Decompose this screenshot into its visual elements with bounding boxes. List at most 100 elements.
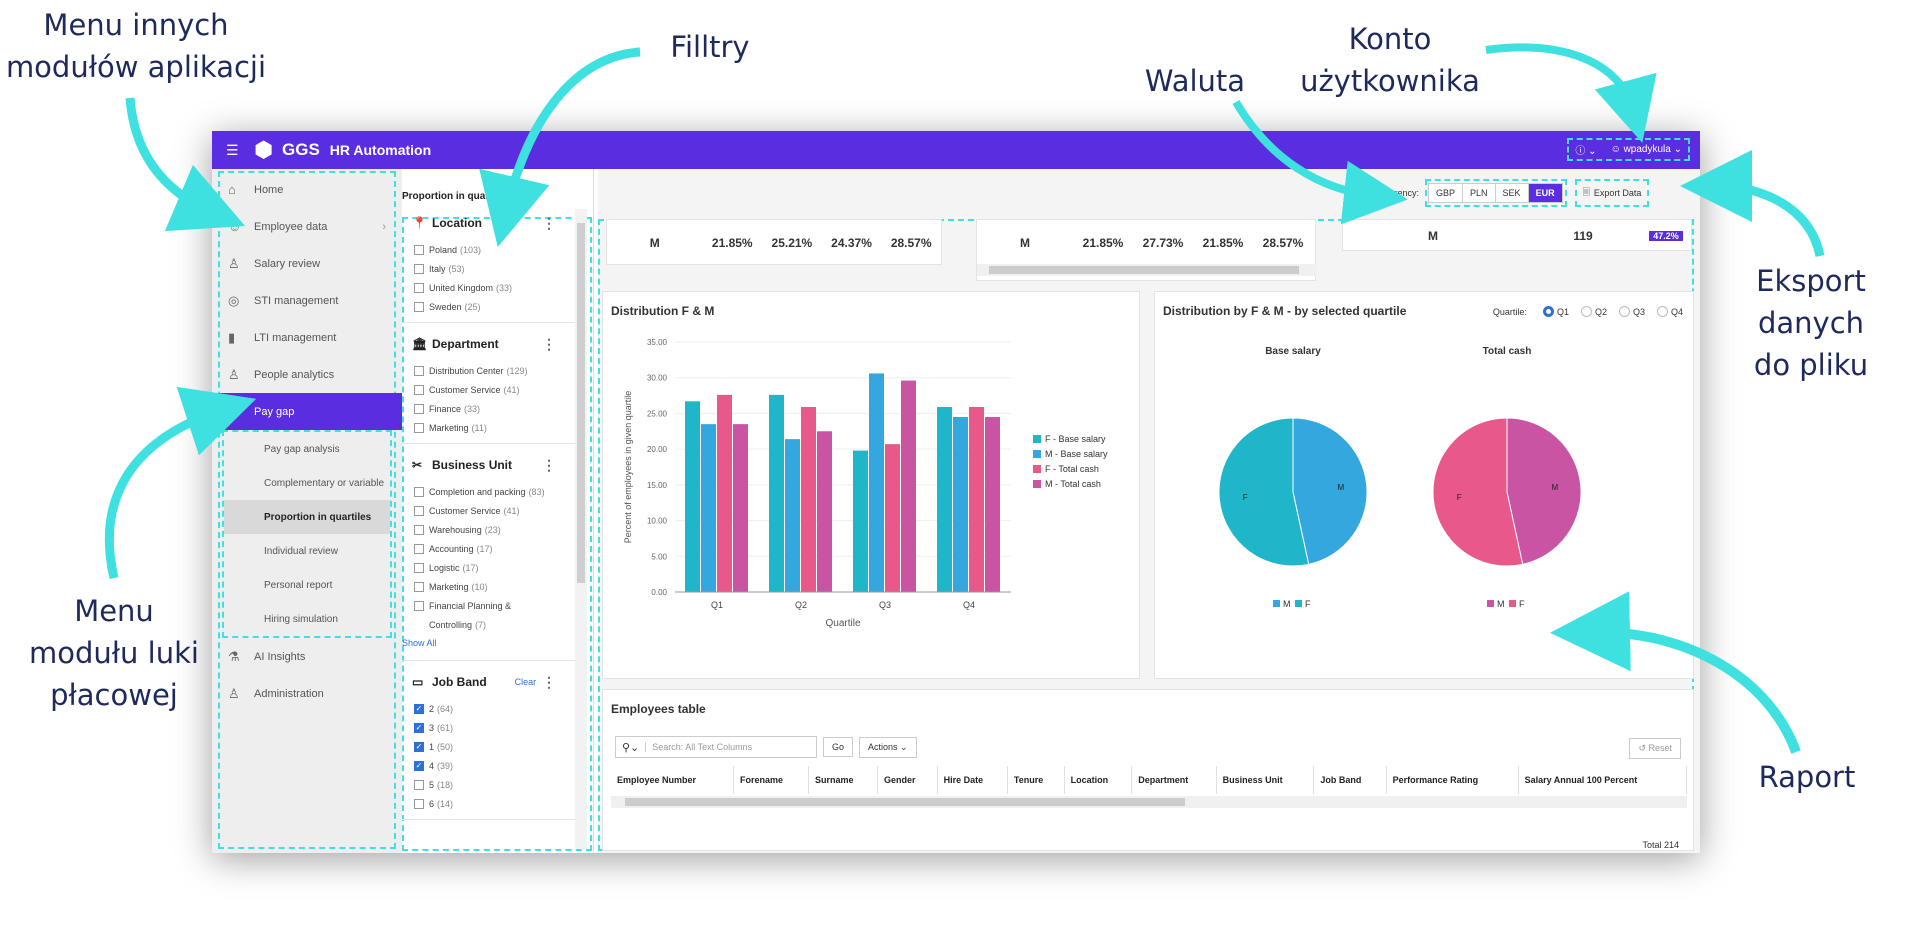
- pie-slice-m[interactable]: [1506, 417, 1582, 565]
- quartile-radio-q4[interactable]: Q4: [1656, 306, 1683, 317]
- bar[interactable]: [953, 417, 968, 592]
- checkbox[interactable]: [414, 486, 424, 497]
- bar[interactable]: [853, 450, 868, 592]
- export-data-button[interactable]: 🗏 Export Data: [1574, 179, 1650, 207]
- quartile-radio-q1[interactable]: Q1: [1542, 306, 1569, 317]
- filter-option[interactable]: Completion and packing (83): [414, 482, 582, 501]
- checkbox[interactable]: [414, 505, 424, 516]
- pie-slice-f[interactable]: [1432, 417, 1524, 567]
- submenu-item[interactable]: Complementary or variable: [264, 477, 385, 489]
- filter-option[interactable]: Italy (53): [414, 259, 582, 278]
- filter-option[interactable]: Logistic (17): [414, 558, 582, 577]
- sidebar-item-sti-management[interactable]: ◎ STI management: [212, 282, 402, 319]
- search-icon[interactable]: ⚲⌄: [622, 741, 640, 754]
- sidebar-item-lti-management[interactable]: ▮ LTI management: [212, 319, 402, 356]
- kebab-menu-icon[interactable]: ⋮: [542, 335, 556, 352]
- submenu-item[interactable]: Individual review: [264, 545, 338, 557]
- checkbox[interactable]: [414, 543, 424, 554]
- submenu-item[interactable]: Pay gap analysis: [264, 443, 340, 455]
- bar[interactable]: [985, 417, 1000, 592]
- sidebar-item-people-analytics[interactable]: ♙ People analytics: [212, 356, 402, 393]
- bar[interactable]: [869, 373, 884, 592]
- checkbox[interactable]: [414, 562, 424, 573]
- currency-pln[interactable]: PLN: [1462, 183, 1496, 203]
- sidebar-item-employee-data[interactable]: ☺ Employee data ›: [212, 208, 402, 245]
- filter-option[interactable]: Accounting (17): [414, 539, 582, 558]
- sidebar-item-home[interactable]: ⌂ Home: [212, 171, 402, 208]
- column-header[interactable]: Location: [1064, 766, 1133, 794]
- summary-scroll-thumb[interactable]: [989, 266, 1299, 274]
- checkbox[interactable]: ✓: [414, 722, 424, 733]
- checkbox[interactable]: [414, 282, 424, 293]
- checkbox[interactable]: [414, 403, 424, 414]
- column-header[interactable]: Hire Date: [937, 766, 1008, 794]
- bar[interactable]: [701, 424, 716, 592]
- filter-option[interactable]: Distribution Center (129): [414, 361, 582, 380]
- column-header[interactable]: Gender: [877, 766, 938, 794]
- filter-option[interactable]: Warehousing (23): [414, 520, 582, 539]
- bar[interactable]: [937, 407, 952, 592]
- filter-option[interactable]: Controlling (7): [429, 615, 582, 634]
- currency-gbp[interactable]: GBP: [1428, 183, 1464, 203]
- search-input[interactable]: Search: All Text Columns: [645, 742, 752, 752]
- checkbox[interactable]: [414, 798, 424, 809]
- checkbox[interactable]: [414, 365, 424, 376]
- kebab-menu-icon[interactable]: ⋮: [542, 673, 556, 690]
- checkbox[interactable]: [414, 244, 424, 255]
- filter-option[interactable]: Customer Service (41): [414, 501, 582, 520]
- filter-option[interactable]: 6 (14): [414, 794, 582, 813]
- pie-slice-m[interactable]: [1292, 417, 1368, 565]
- filter-option[interactable]: Poland (103): [414, 240, 582, 259]
- bar[interactable]: [801, 407, 816, 592]
- filter-option[interactable]: ✓ 1 (50): [414, 737, 582, 756]
- filter-option[interactable]: Marketing (11): [414, 418, 582, 437]
- table-scrollbar[interactable]: [611, 796, 1687, 808]
- filter-option[interactable]: ✓ 2 (64): [414, 699, 582, 718]
- bar[interactable]: [969, 407, 984, 592]
- hamburger-menu-icon[interactable]: ☰: [226, 141, 239, 158]
- clear-filter-link[interactable]: Clear: [514, 677, 537, 687]
- checkbox[interactable]: [414, 779, 424, 790]
- checkbox[interactable]: [414, 600, 424, 611]
- go-button[interactable]: Go: [823, 737, 854, 757]
- sidebar-item-salary-review[interactable]: ♙ Salary review: [212, 245, 402, 282]
- app-logo[interactable]: ⬢ GGS HR Automation: [254, 139, 431, 161]
- bar[interactable]: [685, 401, 700, 592]
- filter-option[interactable]: 5 (18): [414, 775, 582, 794]
- checkbox[interactable]: [414, 524, 424, 535]
- actions-button[interactable]: Actions ⌄: [859, 736, 917, 758]
- checkbox[interactable]: ✓: [414, 741, 424, 752]
- column-header[interactable]: Tenure: [1007, 766, 1065, 794]
- submenu-item[interactable]: Personal report: [264, 579, 333, 591]
- checkbox[interactable]: ✓: [414, 760, 424, 771]
- bar[interactable]: [785, 439, 800, 592]
- sidebar-item-administration[interactable]: ♙ Administration: [212, 675, 402, 712]
- checkbox[interactable]: [414, 301, 424, 312]
- column-header[interactable]: Business Unit: [1216, 766, 1315, 794]
- submenu-item[interactable]: Proportion in quartiles: [224, 500, 390, 534]
- bar[interactable]: [769, 394, 784, 592]
- bar[interactable]: [885, 444, 900, 592]
- filters-scrollbar[interactable]: [575, 209, 587, 849]
- filter-option[interactable]: Sweden (25): [414, 297, 582, 316]
- reset-button[interactable]: ↺ Reset: [1629, 738, 1681, 759]
- sidebar-item-pay-gap[interactable]: ⚖ Pay gap: [212, 393, 402, 430]
- column-header[interactable]: Surname: [808, 766, 879, 794]
- filter-option[interactable]: ✓ 4 (39): [414, 756, 582, 775]
- sidebar-item-ai-insights[interactable]: ⚗ AI Insights: [212, 638, 402, 675]
- checkbox[interactable]: ✓: [414, 703, 424, 714]
- currency-eur[interactable]: EUR: [1527, 183, 1563, 203]
- checkbox[interactable]: [414, 581, 424, 592]
- column-header[interactable]: Performance Rating: [1386, 766, 1519, 794]
- column-header[interactable]: Employee Number: [611, 766, 735, 794]
- currency-sek[interactable]: SEK: [1494, 183, 1529, 203]
- column-header[interactable]: Department: [1131, 766, 1217, 794]
- show-all-link[interactable]: Show All: [402, 638, 437, 648]
- checkbox[interactable]: [414, 384, 424, 395]
- bar[interactable]: [901, 380, 916, 592]
- bar[interactable]: [817, 431, 832, 592]
- bar[interactable]: [733, 424, 748, 592]
- quartile-radio-q3[interactable]: Q3: [1618, 306, 1645, 317]
- filters-scrollbar-thumb[interactable]: [577, 223, 585, 583]
- user-menu[interactable]: ☺ wpadykula ⌄: [1610, 144, 1682, 155]
